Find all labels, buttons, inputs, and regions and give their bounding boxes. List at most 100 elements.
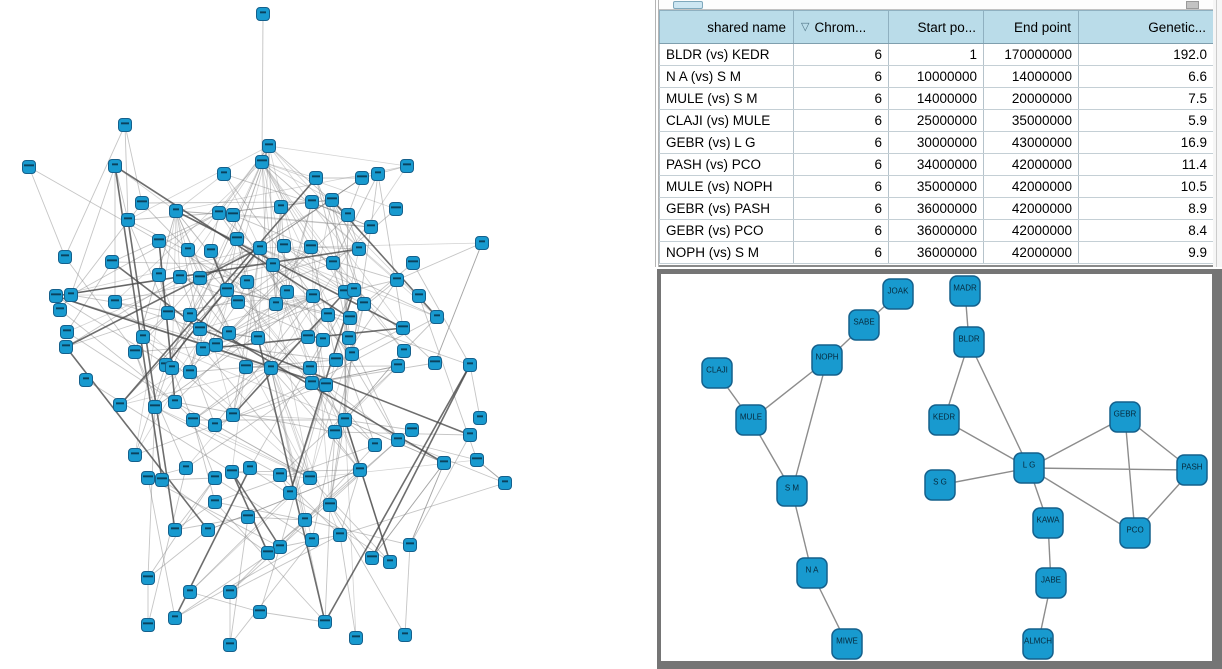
network-node[interactable] <box>230 232 244 246</box>
network-node[interactable]: BLDR <box>953 326 985 358</box>
table-cell[interactable]: 35000000 <box>983 109 1079 132</box>
network-node[interactable] <box>193 271 207 285</box>
network-node[interactable] <box>113 398 127 412</box>
network-edge[interactable] <box>283 245 398 281</box>
network-node[interactable] <box>152 234 166 248</box>
network-node[interactable] <box>368 438 382 452</box>
network-edge[interactable] <box>434 242 483 364</box>
table-cell[interactable]: 42000000 <box>983 153 1079 176</box>
network-node[interactable] <box>22 160 36 174</box>
table-cell[interactable]: 14000000 <box>888 87 984 110</box>
table-cell[interactable]: 9.9 <box>1078 241 1214 264</box>
network-edge[interactable] <box>272 206 282 266</box>
network-edge[interactable] <box>207 469 361 531</box>
network-edge[interactable] <box>232 247 261 416</box>
network-node[interactable]: PCO <box>1119 517 1151 549</box>
network-edge[interactable] <box>70 165 116 296</box>
network-edge[interactable] <box>257 337 361 471</box>
network-edge[interactable] <box>226 238 238 291</box>
network-edge[interactable] <box>134 351 156 408</box>
network-edge[interactable] <box>259 247 346 293</box>
network-edge[interactable] <box>261 161 438 318</box>
network-edge[interactable] <box>261 161 333 201</box>
network-edge[interactable] <box>270 367 361 471</box>
network-node[interactable] <box>168 523 182 537</box>
network-edge[interactable] <box>223 173 261 249</box>
network-edge[interactable] <box>134 424 216 456</box>
network-edge[interactable] <box>231 471 281 548</box>
column-header-start-point[interactable]: Start po... <box>888 10 984 44</box>
network-edge[interactable] <box>247 516 306 521</box>
network-node[interactable] <box>136 330 150 344</box>
network-edge[interactable] <box>229 552 269 593</box>
network-node[interactable] <box>403 538 417 552</box>
network-edge[interactable] <box>175 210 181 278</box>
network-node[interactable] <box>105 255 119 269</box>
network-node[interactable] <box>262 139 276 153</box>
network-edge[interactable] <box>267 439 399 554</box>
network-edge[interactable] <box>324 364 471 623</box>
network-edge[interactable] <box>270 201 313 369</box>
network-node[interactable] <box>305 376 319 390</box>
network-edge[interactable] <box>192 367 272 421</box>
network-edge[interactable] <box>332 262 350 339</box>
network-edge[interactable] <box>344 365 399 421</box>
network-node[interactable]: KAWA <box>1032 507 1064 539</box>
column-header-chromosome[interactable]: ▽ Chrom... <box>793 10 889 44</box>
network-edge[interactable] <box>246 281 259 339</box>
network-node[interactable] <box>148 400 162 414</box>
network-node[interactable] <box>226 208 240 222</box>
network-edge[interactable] <box>270 367 306 521</box>
table-row[interactable]: N A (vs) S M 6 10000000 14000000 6.6 <box>659 65 1214 88</box>
network-edge[interactable] <box>215 289 355 346</box>
network-edge[interactable] <box>329 504 406 636</box>
network-edge[interactable] <box>189 238 238 316</box>
network-node[interactable] <box>412 289 426 303</box>
table-cell[interactable]: 6 <box>793 175 889 198</box>
network-edge[interactable] <box>189 145 270 316</box>
network-node[interactable] <box>396 321 410 335</box>
network-node[interactable] <box>183 365 197 379</box>
network-node[interactable] <box>152 268 166 282</box>
network-node[interactable] <box>165 361 179 375</box>
table-cell[interactable]: 6.6 <box>1078 65 1214 88</box>
network-node[interactable] <box>256 7 270 21</box>
network-edge[interactable] <box>286 201 313 293</box>
network-edge[interactable] <box>28 166 66 258</box>
table-cell[interactable]: 8.9 <box>1078 197 1214 220</box>
network-edge[interactable] <box>134 210 177 456</box>
table-cell[interactable]: GEBR (vs) PASH <box>659 197 794 220</box>
network-edge[interactable] <box>261 161 353 355</box>
network-node[interactable] <box>217 167 231 181</box>
network-edge[interactable] <box>171 145 270 369</box>
network-node[interactable] <box>141 571 155 585</box>
network-edge[interactable] <box>66 261 113 333</box>
network-edge[interactable] <box>261 161 334 264</box>
table-cell[interactable]: 42000000 <box>983 219 1079 242</box>
network-node[interactable] <box>301 330 315 344</box>
network-edge[interactable] <box>257 337 326 623</box>
network-node[interactable] <box>333 528 347 542</box>
table-cell[interactable]: 6 <box>793 131 889 154</box>
network-node[interactable] <box>463 358 477 372</box>
network-edge[interactable] <box>228 214 349 334</box>
network-node[interactable] <box>463 428 477 442</box>
filter-icon[interactable]: ▽ <box>801 20 810 33</box>
network-edge[interactable] <box>232 366 247 416</box>
table-row[interactable]: CLAJI (vs) MULE 6 25000000 35000000 5.9 <box>659 109 1214 132</box>
network-edge[interactable] <box>65 276 181 348</box>
network-edge[interactable] <box>119 367 272 406</box>
network-edge[interactable] <box>329 419 346 506</box>
network-node[interactable] <box>253 605 267 619</box>
network-node[interactable] <box>161 306 175 320</box>
network-edge[interactable] <box>228 295 314 334</box>
network-edge[interactable] <box>55 295 173 369</box>
network-edge[interactable] <box>324 504 331 623</box>
network-edge[interactable] <box>179 276 324 341</box>
network-node[interactable] <box>220 283 234 297</box>
network-edge[interactable] <box>171 210 177 369</box>
network-node[interactable] <box>209 338 223 352</box>
network-node[interactable] <box>141 618 155 632</box>
table-cell[interactable]: 6 <box>793 109 889 132</box>
network-node[interactable] <box>253 241 267 255</box>
